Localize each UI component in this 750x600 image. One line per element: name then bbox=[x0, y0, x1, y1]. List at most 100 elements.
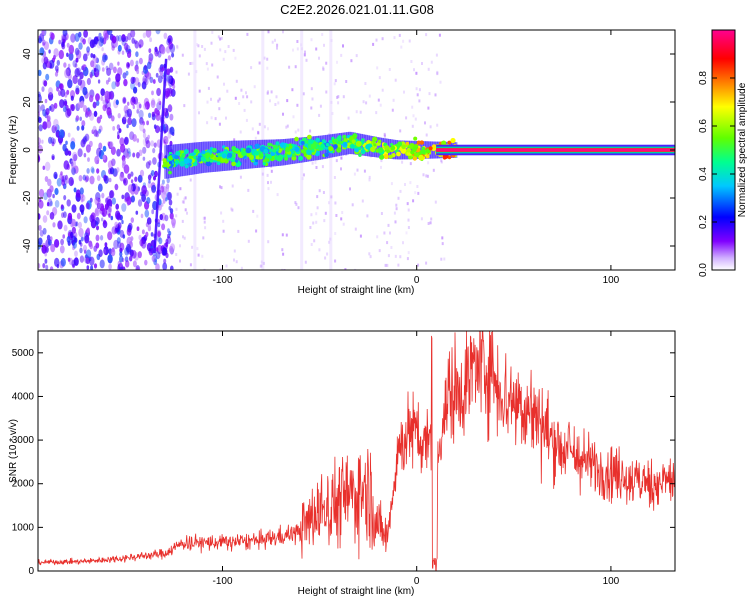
ridge-blob bbox=[396, 151, 401, 157]
noise-speck bbox=[231, 184, 234, 188]
noise-blob bbox=[96, 168, 100, 174]
noise-blob bbox=[103, 246, 109, 256]
noise-blob bbox=[130, 195, 135, 203]
noise-speck bbox=[430, 217, 433, 221]
noise-blob bbox=[142, 146, 147, 154]
noise-blob bbox=[142, 132, 147, 139]
noise-blob bbox=[135, 265, 141, 270]
noise-blob bbox=[136, 69, 140, 75]
noise-blob bbox=[41, 86, 45, 92]
noise-speck bbox=[394, 254, 397, 258]
noise-blob bbox=[63, 62, 67, 68]
noise-blob bbox=[49, 212, 55, 220]
noise-blob bbox=[80, 197, 84, 203]
noise-speck bbox=[240, 266, 243, 270]
noise-speck bbox=[203, 220, 206, 224]
noise-speck bbox=[412, 114, 415, 118]
noise-blob bbox=[38, 263, 41, 269]
noise-speck bbox=[266, 57, 269, 61]
noise-blob bbox=[93, 110, 98, 117]
noise-blob bbox=[134, 176, 138, 182]
colorbar-tick-label: 0.2 bbox=[698, 215, 709, 229]
noise-blob bbox=[159, 69, 164, 76]
noise-blob bbox=[136, 109, 139, 114]
noise-speck bbox=[410, 60, 413, 63]
noise-speck bbox=[368, 178, 371, 182]
noise-speck bbox=[411, 124, 414, 128]
ridge-blob bbox=[248, 154, 255, 160]
noise-blob bbox=[58, 83, 63, 90]
noise-blob bbox=[54, 187, 59, 196]
noise-blob bbox=[151, 111, 155, 118]
spectrogram-xtick-label: 0 bbox=[414, 275, 420, 286]
ridge-blob bbox=[221, 153, 227, 159]
noise-speck bbox=[245, 118, 248, 122]
noise-blob bbox=[117, 61, 120, 66]
noise-blob bbox=[106, 67, 112, 77]
noise-blob bbox=[81, 125, 85, 131]
noise-blob bbox=[70, 95, 74, 101]
noise-speck bbox=[399, 129, 402, 133]
ridge-blob bbox=[447, 155, 452, 160]
noise-speck bbox=[359, 234, 362, 238]
ridge-blob bbox=[324, 152, 329, 157]
noise-blob bbox=[73, 154, 78, 162]
ridge-blob bbox=[386, 149, 390, 154]
noise-blob bbox=[62, 234, 65, 239]
noise-blob bbox=[66, 52, 69, 57]
noise-blob bbox=[52, 222, 56, 228]
noise-blob bbox=[167, 104, 173, 113]
noise-blob bbox=[168, 199, 173, 206]
ridge-blob bbox=[184, 164, 189, 169]
noise-speck bbox=[295, 202, 298, 206]
noise-blob bbox=[95, 208, 99, 215]
noise-speck bbox=[275, 95, 278, 99]
noise-speck bbox=[204, 226, 207, 230]
noise-blob bbox=[124, 109, 130, 118]
noise-speck bbox=[383, 231, 386, 235]
noise-blob bbox=[100, 235, 104, 241]
ridge-blob bbox=[284, 156, 289, 161]
ridge-blob bbox=[188, 155, 193, 159]
noise-speck bbox=[393, 36, 396, 40]
ridge-blob bbox=[298, 155, 304, 161]
noise-blob bbox=[96, 147, 102, 157]
noise-speck bbox=[425, 33, 428, 37]
noise-blob bbox=[136, 267, 139, 270]
noise-blob bbox=[78, 221, 82, 229]
ridge-blob bbox=[209, 158, 214, 163]
noise-speck bbox=[234, 56, 237, 60]
noise-blob bbox=[52, 138, 56, 145]
ridge-blob bbox=[406, 148, 411, 153]
spectrogram-panel: -100 0 100 -40 -20 0 20 40 Height of straight l… bbox=[8, 29, 676, 296]
noise-blob bbox=[110, 215, 114, 221]
noise-blob bbox=[115, 99, 119, 106]
noise-speck bbox=[183, 236, 186, 240]
noise-blob bbox=[145, 231, 149, 238]
noise-speck bbox=[276, 193, 279, 197]
noise-blob bbox=[94, 155, 100, 165]
snr-ytick-label: 2000 bbox=[12, 479, 35, 490]
noise-speck bbox=[233, 249, 236, 253]
noise-blob bbox=[157, 98, 161, 104]
ridge-blob bbox=[431, 144, 437, 149]
noise-blob bbox=[64, 68, 70, 79]
noise-blob bbox=[46, 202, 50, 207]
ridge-blob bbox=[413, 136, 418, 141]
ridge-blob bbox=[230, 157, 236, 163]
noise-blob bbox=[147, 61, 152, 70]
noise-blob bbox=[54, 126, 58, 131]
noise-blob bbox=[158, 100, 162, 106]
noise-blob bbox=[38, 137, 41, 145]
noise-blob bbox=[148, 160, 152, 166]
noise-blob bbox=[50, 243, 56, 253]
noise-speck bbox=[345, 80, 348, 83]
noise-blob bbox=[78, 175, 83, 182]
noise-blob bbox=[86, 168, 90, 174]
noise-blob bbox=[42, 215, 48, 223]
spectrogram-xtick-label: 100 bbox=[603, 275, 620, 286]
noise-blob bbox=[137, 199, 143, 207]
noise-speck bbox=[196, 43, 199, 46]
ridge-blob bbox=[379, 154, 385, 160]
noise-blob bbox=[38, 199, 44, 209]
